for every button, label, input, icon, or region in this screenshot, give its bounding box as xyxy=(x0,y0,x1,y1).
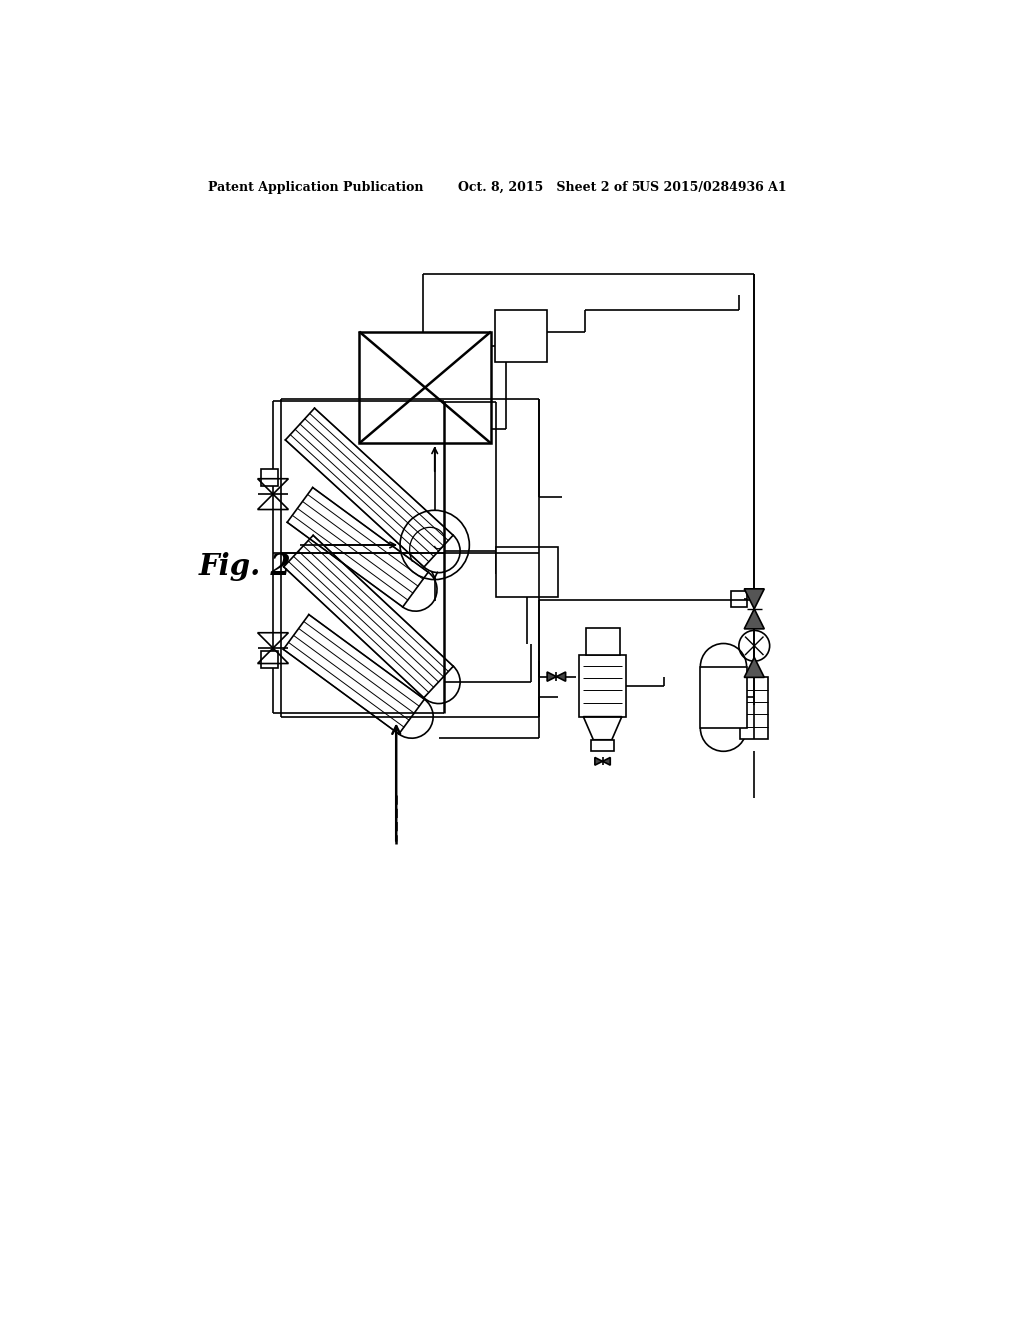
Polygon shape xyxy=(744,657,764,677)
Text: Patent Application Publication: Patent Application Publication xyxy=(208,181,423,194)
Bar xyxy=(359,331,490,444)
Bar xyxy=(586,628,620,655)
Bar xyxy=(580,655,626,717)
Bar xyxy=(700,667,746,729)
Polygon shape xyxy=(556,672,565,681)
Bar xyxy=(591,739,614,751)
Bar xyxy=(261,651,278,668)
Bar xyxy=(740,677,768,739)
Bar xyxy=(731,591,746,607)
Bar xyxy=(497,548,558,598)
Bar xyxy=(495,310,547,363)
Polygon shape xyxy=(595,758,602,766)
Text: Oct. 8, 2015   Sheet 2 of 5: Oct. 8, 2015 Sheet 2 of 5 xyxy=(458,181,640,194)
Text: US 2015/0284936 A1: US 2015/0284936 A1 xyxy=(639,181,786,194)
Polygon shape xyxy=(744,609,764,628)
Polygon shape xyxy=(744,589,764,609)
Text: Fig. 2: Fig. 2 xyxy=(199,552,291,581)
Polygon shape xyxy=(547,672,556,681)
Bar xyxy=(261,469,278,486)
Polygon shape xyxy=(602,758,610,766)
